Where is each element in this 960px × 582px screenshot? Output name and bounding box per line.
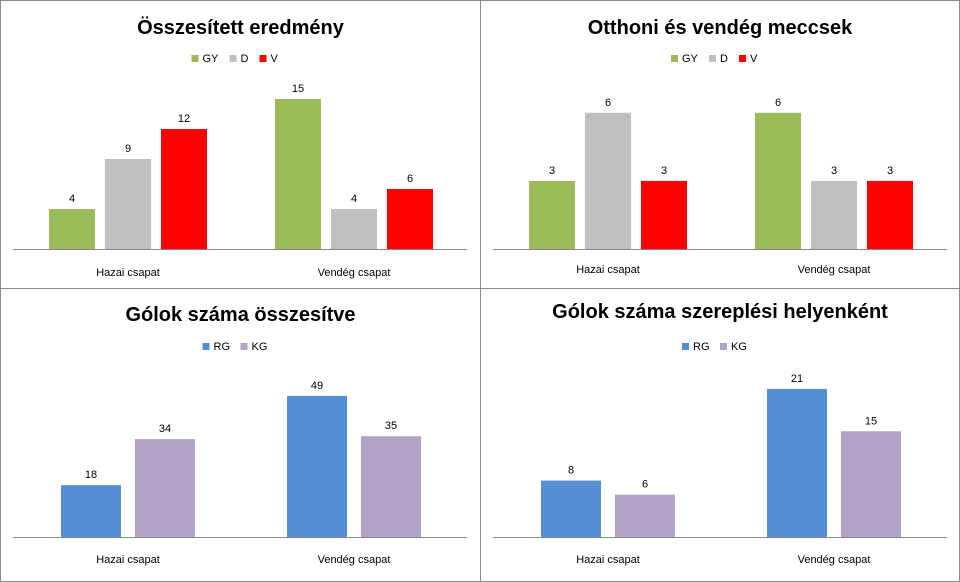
chart-panel-goals-by-venue: Gólok száma szereplési helyenként RG KG 8 6… <box>480 288 960 582</box>
legend-swatch-v <box>739 55 746 62</box>
data-label-d-1: 3 <box>831 165 837 177</box>
chart-overall-results: Összesített eredmény GY D V 4 9 12 Hazai csapa… <box>13 16 467 279</box>
bar-rg-0 <box>61 485 121 537</box>
chart-panel-home-away-matches: Otthoni és vendég meccsek GY D V 3 6 3 Hazai c… <box>480 0 960 289</box>
data-label-gy-1: 15 <box>292 83 304 95</box>
bar-rg-1 <box>287 395 347 537</box>
data-label-rg-1: 49 <box>311 380 323 392</box>
bar-d-1 <box>331 209 377 249</box>
legend-label-rg: RG <box>214 341 231 353</box>
legend-label-kg: KG <box>731 341 747 353</box>
chart-title: Összesített eredmény <box>137 16 345 39</box>
bar-d-1 <box>811 180 857 249</box>
legend-swatch-d <box>709 55 716 62</box>
bar-gy-0 <box>529 180 575 249</box>
data-label-d-0: 6 <box>605 97 611 109</box>
chart-goals-by-venue: Gólok száma szereplési helyenként RG KG 8 6… <box>493 301 947 566</box>
data-label-kg-0: 34 <box>159 423 171 435</box>
legend-label-d: D <box>241 53 249 65</box>
data-label-d-1: 4 <box>351 193 357 205</box>
bar-gy-1 <box>755 112 801 249</box>
data-label-d-0: 9 <box>125 143 131 155</box>
bar-gy-0 <box>49 209 95 249</box>
x-tick-label-1: Vendég csapat <box>318 554 391 566</box>
chart-title: Otthoni és vendég meccsek <box>588 17 853 39</box>
bar-rg-0 <box>541 480 601 537</box>
chart-panel-overall-results: Összesített eredmény GY D V 4 9 12 Hazai csapa… <box>0 0 481 289</box>
data-label-v-1: 6 <box>407 173 413 185</box>
legend-swatch-gy <box>671 55 678 62</box>
bar-kg-0 <box>135 439 195 537</box>
legend-swatch-gy <box>191 55 199 62</box>
x-tick-label-0: Hazai csapat <box>96 267 160 279</box>
bar-v-0 <box>641 180 687 249</box>
chart-home-away-matches: Otthoni és vendég meccsek GY D V 3 6 3 Hazai c… <box>493 17 947 276</box>
data-label-v-1: 3 <box>887 165 893 177</box>
data-label-gy-0: 3 <box>549 165 555 177</box>
data-label-kg-1: 15 <box>865 415 877 427</box>
x-tick-label-1: Vendég csapat <box>798 264 871 276</box>
x-tick-label-0: Hazai csapat <box>96 554 160 566</box>
bar-v-1 <box>867 180 913 249</box>
bar-v-0 <box>161 129 207 249</box>
legend-swatch-rg <box>202 343 210 350</box>
chart-title: Gólok száma szereplési helyenként <box>552 301 888 323</box>
x-tick-label-0: Hazai csapat <box>576 264 640 276</box>
data-label-kg-1: 35 <box>385 420 397 432</box>
legend-label-d: D <box>720 53 728 65</box>
bar-d-0 <box>105 159 151 249</box>
data-label-rg-0: 18 <box>85 469 97 481</box>
legend-swatch-v <box>259 55 267 62</box>
legend-label-rg: RG <box>693 341 710 353</box>
bar-rg-1 <box>767 388 827 537</box>
data-label-gy-1: 6 <box>775 97 781 109</box>
data-label-gy-0: 4 <box>69 193 75 205</box>
legend-swatch-d <box>229 55 237 62</box>
x-tick-label-1: Vendég csapat <box>798 554 871 566</box>
bar-kg-1 <box>841 431 901 537</box>
x-tick-label-0: Hazai csapat <box>576 554 640 566</box>
bar-v-1 <box>387 189 433 249</box>
data-label-rg-1: 21 <box>791 373 803 385</box>
chart-goals-total: Gólok száma összesítve RG KG 18 34 Hazai csa… <box>13 304 467 566</box>
x-tick-label-1: Vendég csapat <box>318 267 391 279</box>
legend-label-v: V <box>271 53 279 65</box>
data-label-rg-0: 8 <box>568 465 574 477</box>
bar-d-0 <box>585 112 631 249</box>
chart-panel-goals-total: Gólok száma összesítve RG KG 18 34 Hazai csa… <box>0 288 481 582</box>
legend-swatch-rg <box>682 343 689 350</box>
legend-label-v: V <box>750 53 758 65</box>
legend-label-gy: GY <box>203 53 220 65</box>
chart-title: Gólok száma összesítve <box>125 304 355 326</box>
legend-swatch-kg <box>240 343 248 350</box>
bar-kg-1 <box>361 436 421 537</box>
bar-gy-1 <box>275 99 321 249</box>
legend-label-kg: KG <box>252 341 268 353</box>
data-label-v-0: 12 <box>178 113 190 125</box>
bar-kg-0 <box>615 494 675 537</box>
data-label-kg-0: 6 <box>642 479 648 491</box>
legend-swatch-kg <box>720 343 727 350</box>
legend-label-gy: GY <box>682 53 699 65</box>
data-label-v-0: 3 <box>661 165 667 177</box>
